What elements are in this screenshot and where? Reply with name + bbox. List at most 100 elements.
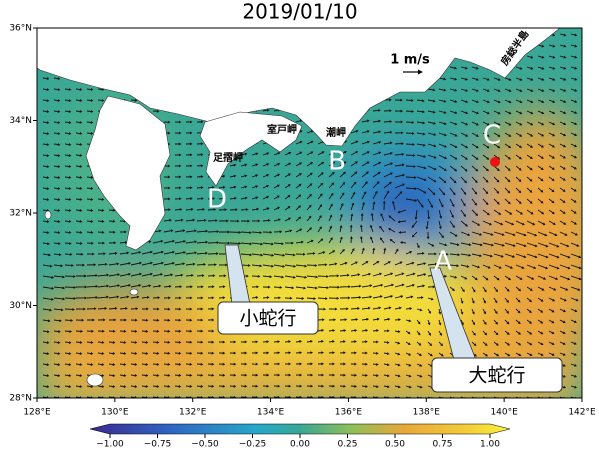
vector <box>504 330 509 334</box>
vector-head <box>158 229 162 233</box>
vector-head <box>288 340 292 344</box>
vector-head <box>156 373 160 377</box>
vector <box>75 110 81 112</box>
vector <box>526 132 532 136</box>
vector <box>548 264 558 269</box>
vector <box>370 238 374 244</box>
vector <box>548 88 554 92</box>
vector-head <box>145 329 149 333</box>
vector-head <box>200 373 204 377</box>
vector-head <box>266 384 270 388</box>
vector <box>438 308 441 313</box>
vector-head <box>519 122 523 126</box>
vector-head <box>114 251 118 255</box>
vector-head <box>190 285 193 289</box>
vector-head <box>551 200 555 204</box>
vector <box>537 66 543 69</box>
vector-head <box>68 209 72 212</box>
vector <box>537 88 543 92</box>
vector-head <box>518 342 522 346</box>
vector-head <box>366 161 370 165</box>
colorbar-tick-label: 1.00 <box>480 440 500 450</box>
vector <box>493 319 497 324</box>
vector-head <box>126 251 130 255</box>
vector-head <box>249 242 253 246</box>
place-name: 潮岬 <box>326 126 346 139</box>
vector <box>42 77 48 80</box>
vector-head <box>354 362 357 366</box>
vector <box>163 396 169 398</box>
vector <box>482 154 488 159</box>
vector-head <box>486 168 489 172</box>
vector-head <box>422 110 425 114</box>
vector <box>64 110 70 113</box>
vector <box>119 308 126 310</box>
vector <box>559 132 565 136</box>
vector-head <box>255 196 259 200</box>
vector <box>152 285 160 288</box>
vector <box>493 132 499 137</box>
vector-head <box>244 395 248 398</box>
vector-head <box>440 343 444 347</box>
vector-head <box>309 193 312 197</box>
vector <box>383 374 388 377</box>
vector <box>559 44 565 47</box>
vector <box>537 165 543 170</box>
vector <box>229 175 235 178</box>
vector-head <box>417 332 421 336</box>
vector-head <box>443 180 447 184</box>
vector-head <box>222 373 226 377</box>
vector <box>504 121 510 125</box>
vector-head <box>249 231 252 235</box>
vector-head <box>102 329 105 333</box>
vector-head <box>474 277 478 281</box>
vector <box>438 88 445 91</box>
vector-head <box>573 177 577 181</box>
vector-head <box>354 373 357 377</box>
vector-head <box>167 175 171 179</box>
vector <box>537 176 543 181</box>
vector-head <box>244 373 248 377</box>
vector-head <box>351 248 355 251</box>
vector-head <box>332 351 335 355</box>
vector <box>174 209 181 211</box>
vector <box>482 231 492 235</box>
vector <box>559 209 565 214</box>
vector <box>399 220 407 223</box>
vector <box>383 121 391 123</box>
vector <box>438 165 446 171</box>
vector-head <box>189 186 193 190</box>
vector <box>427 110 434 113</box>
vector <box>493 286 497 291</box>
vector-head <box>512 233 516 237</box>
vector-head <box>454 275 458 279</box>
vector <box>559 242 568 247</box>
vector <box>328 205 332 211</box>
vector-head <box>62 286 66 290</box>
vector <box>317 152 323 156</box>
vector-head <box>468 243 472 247</box>
vector <box>526 242 536 247</box>
vector-head <box>465 134 469 137</box>
vector <box>196 252 206 255</box>
vector <box>119 284 129 288</box>
vector-head <box>116 295 120 299</box>
vector <box>174 240 184 244</box>
vector-head <box>360 212 364 216</box>
vector-head <box>563 55 567 59</box>
vector <box>361 151 368 156</box>
vector-head <box>496 179 500 183</box>
vector-head <box>57 77 61 80</box>
vector-head <box>194 229 197 233</box>
vector <box>273 264 283 267</box>
vector <box>273 219 279 222</box>
vector-head <box>46 187 50 190</box>
vector-head <box>178 318 182 322</box>
vector-head <box>430 297 434 301</box>
vector-head <box>518 331 521 335</box>
x-tick-label: 128°E <box>23 408 51 418</box>
vector-head <box>372 201 376 205</box>
vector <box>548 143 554 147</box>
vector-head <box>148 284 152 288</box>
vector <box>97 352 103 354</box>
